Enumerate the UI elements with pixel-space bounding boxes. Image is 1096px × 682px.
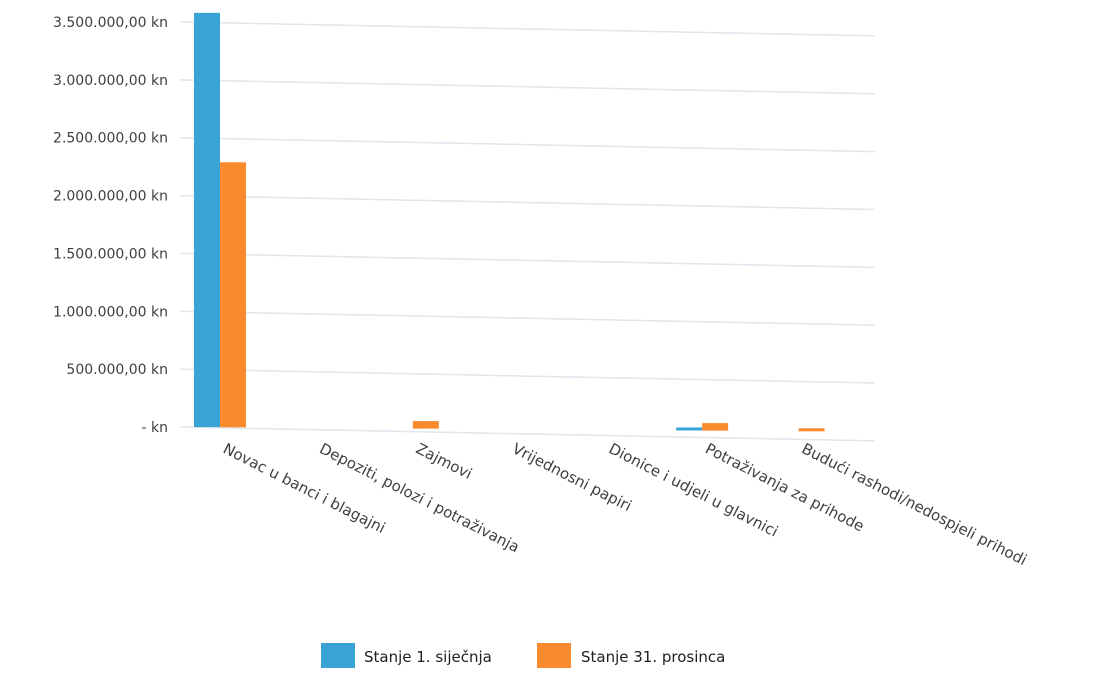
y-tick-label: - kn: [142, 420, 168, 436]
bar-stanje-31-prosinca: [702, 423, 729, 431]
gridline: [179, 310, 876, 326]
bar-stanje-31-prosinca: [220, 162, 246, 428]
gridline: [179, 21, 876, 37]
y-tick-label: 3.000.000,00 kn: [53, 73, 168, 89]
bar-stanje-31-prosinca: [798, 428, 825, 432]
gridline: [179, 79, 876, 95]
legend-label: Stanje 1. siječnja: [364, 648, 492, 666]
bar-stanje-1-sijecnja: [194, 12, 220, 428]
legend-swatch: [321, 643, 355, 668]
x-category-label: Novac u banci i blagajni: [220, 440, 388, 538]
x-category-label: Potraživanja za prihode: [702, 440, 867, 536]
gridline: [179, 252, 876, 269]
legend-label: Stanje 31. prosinca: [581, 648, 725, 666]
gridline: [179, 368, 876, 384]
x-category-label: Zajmovi: [413, 440, 475, 483]
y-tick-label: 500.000,00 kn: [66, 362, 168, 378]
gridlines: [179, 21, 876, 442]
y-tick-label: 1.500.000,00 kn: [53, 246, 168, 262]
bar-stanje-1-sijecnja: [676, 427, 703, 431]
x-category-label: Dionice i udjeli u glavnici: [606, 440, 781, 541]
gridline: [179, 426, 876, 442]
y-axis-ticks: 3.500.000,00 kn 3.000.000,00 kn 2.500.000,…: [53, 15, 168, 436]
legend: Stanje 1. siječnja Stanje 31. prosinca: [321, 643, 725, 668]
gridline: [179, 136, 876, 153]
y-tick-label: 2.500.000,00 kn: [53, 131, 168, 147]
y-tick-label: 2.000.000,00 kn: [53, 189, 168, 205]
legend-swatch: [537, 643, 571, 668]
y-tick-label: 1.000.000,00 kn: [53, 304, 168, 320]
bar-stanje-31-prosinca: [412, 421, 439, 429]
y-tick-label: 3.500.000,00 kn: [53, 15, 168, 31]
bars: [194, 12, 825, 432]
gridline: [179, 194, 876, 211]
